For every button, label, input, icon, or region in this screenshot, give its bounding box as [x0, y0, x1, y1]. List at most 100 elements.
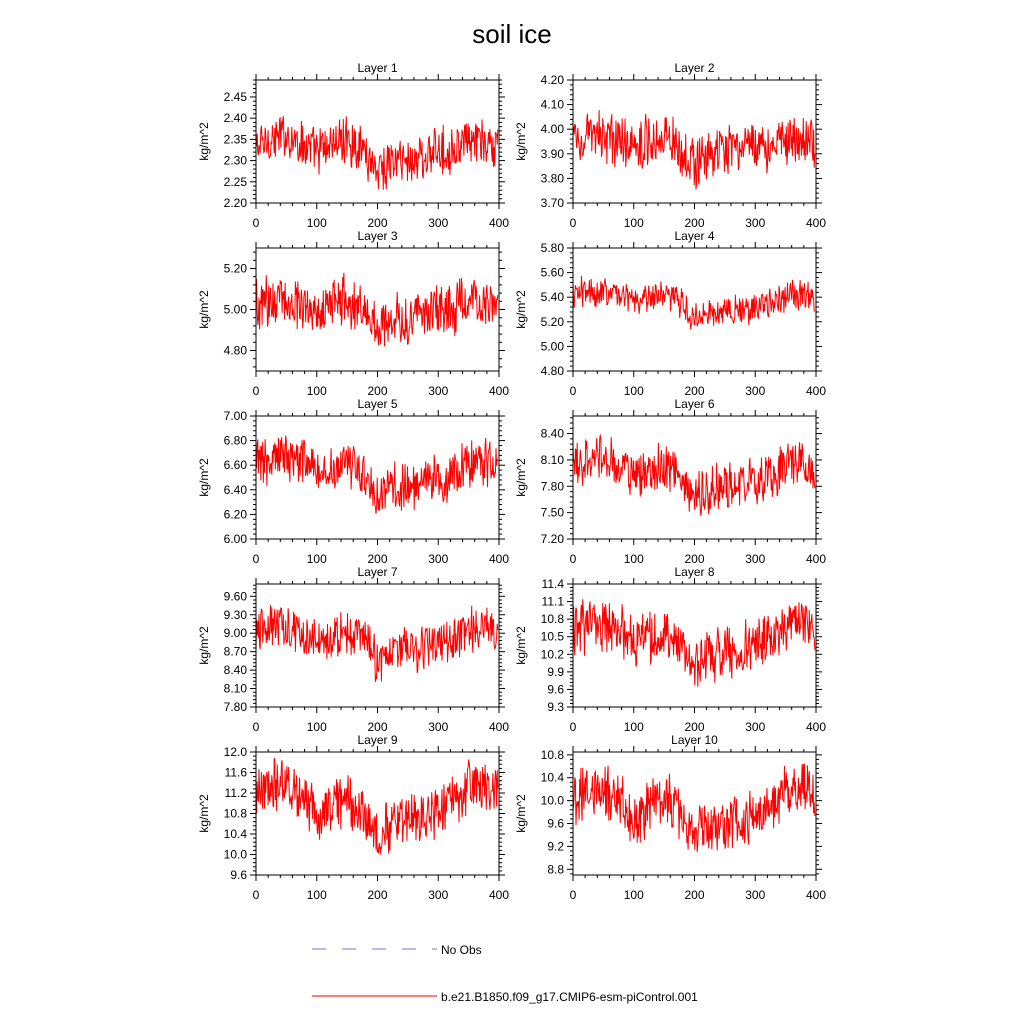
- x-tick-label: 300: [428, 888, 448, 902]
- x-tick-label: 0: [253, 216, 260, 230]
- x-tick-label: 400: [489, 216, 509, 230]
- y-axis-label: kg/m^2: [514, 458, 528, 497]
- y-tick-label: 9.9: [547, 665, 564, 679]
- y-tick-label: 10.2: [541, 647, 565, 661]
- y-tick-label: 7.50: [541, 506, 565, 520]
- legend-label-model: b.e21.B1850.f09_g17.CMIP6-esm-piControl.…: [441, 990, 698, 1004]
- plot-frame: [572, 247, 817, 372]
- series-line: [255, 758, 499, 855]
- x-tick-label: 300: [428, 384, 448, 398]
- panel-title: Layer 5: [357, 397, 397, 411]
- x-tick-label: 300: [745, 552, 765, 566]
- x-tick-label: 300: [428, 216, 448, 230]
- x-tick-label: 100: [624, 552, 644, 566]
- panel-title: Layer 7: [357, 565, 397, 579]
- x-tick-label: 100: [307, 216, 327, 230]
- series-line: [572, 434, 816, 516]
- y-tick-label: 6.80: [224, 434, 248, 448]
- y-tick-label: 2.25: [224, 175, 248, 189]
- y-tick-label: 9.00: [224, 626, 248, 640]
- x-tick-label: 400: [806, 216, 826, 230]
- y-tick-label: 9.30: [224, 608, 248, 622]
- x-tick-label: 100: [307, 888, 327, 902]
- y-tick-label: 6.00: [224, 532, 248, 546]
- series-line: [572, 275, 815, 330]
- x-tick-label: 0: [253, 720, 260, 734]
- y-tick-label: 2.35: [224, 132, 248, 146]
- y-tick-label: 8.10: [224, 682, 248, 696]
- x-tick-label: 100: [624, 384, 644, 398]
- series-line: [255, 604, 499, 682]
- y-tick-label: 10.0: [541, 794, 565, 808]
- x-tick-label: 0: [570, 552, 577, 566]
- y-tick-label: 7.20: [541, 532, 565, 546]
- x-tick-label: 300: [745, 888, 765, 902]
- panel-layer-4: Layer 4 0 100 200 300 400 4.80 5.00 5.20 5.40 5.60…: [514, 229, 826, 398]
- y-tick-label: 11.6: [225, 766, 248, 780]
- y-tick-label: 5.40: [541, 290, 565, 304]
- y-tick-label: 3.90: [541, 147, 565, 161]
- y-axis-label: kg/m^2: [197, 458, 211, 497]
- x-tick-label: 200: [684, 552, 704, 566]
- x-tick-label: 100: [307, 720, 327, 734]
- series-line: [255, 435, 499, 514]
- panels: Layer 10 100 200 300 4002.202.252.302.352.40…: [197, 61, 826, 902]
- y-axis-label: kg/m^2: [197, 122, 211, 161]
- x-tick-label: 0: [253, 888, 260, 902]
- y-tick-label: 10.0: [224, 848, 248, 862]
- x-tick-label: 200: [367, 384, 387, 398]
- y-tick-label: 11.4: [542, 577, 565, 591]
- panel-title: Layer 6: [674, 397, 714, 411]
- x-tick-label: 400: [806, 384, 826, 398]
- y-tick-label: 7.80: [224, 700, 248, 714]
- x-tick-label: 100: [307, 552, 327, 566]
- panel-title: Layer 10: [671, 733, 718, 747]
- x-tick-label: 100: [307, 384, 327, 398]
- panel-layer-5: Layer 5 0 100 200 300 400 6.00 6.20 6.40 6.60 6.80…: [197, 397, 509, 566]
- y-tick-label: 12.0: [224, 745, 248, 759]
- x-tick-label: 300: [745, 384, 765, 398]
- x-tick-label: 300: [745, 720, 765, 734]
- series-line: [572, 599, 816, 687]
- y-tick-label: 7.00: [224, 409, 248, 423]
- y-tick-label: 4.80: [224, 344, 248, 358]
- y-tick-label: 10.4: [541, 771, 565, 785]
- series-line: [255, 272, 499, 347]
- panel-title: Layer 9: [357, 733, 397, 747]
- y-tick-label: 8.40: [224, 663, 248, 677]
- panel-layer-9: Layer 9 0 100 200 300 400 9.6 10.0 10.4 10.8 11.2 1…: [197, 733, 509, 902]
- y-axis-label: kg/m^2: [197, 794, 211, 833]
- y-tick-label: 8.70: [224, 645, 248, 659]
- y-axis-label: kg/m^2: [197, 626, 211, 665]
- x-tick-label: 200: [684, 216, 704, 230]
- x-tick-label: 400: [489, 888, 509, 902]
- panel-title: Layer 4: [674, 229, 714, 243]
- series-line: [572, 109, 816, 190]
- y-tick-label: 5.00: [224, 303, 248, 317]
- y-axis-label: kg/m^2: [197, 290, 211, 329]
- y-tick-label: 2.45: [224, 90, 248, 104]
- x-tick-label: 300: [428, 720, 448, 734]
- legend-label-no-obs: No Obs: [441, 943, 482, 957]
- x-tick-label: 200: [367, 216, 387, 230]
- x-tick-label: 200: [367, 552, 387, 566]
- panel-layer-7: Layer 7 0 100 200 300 400 7.80 8.10 8.40 8.70 9.00…: [197, 565, 509, 734]
- y-tick-label: 5.20: [224, 262, 248, 276]
- x-tick-label: 100: [624, 720, 644, 734]
- panel-layer-3: Layer 3 0 100 200 300 400 4.80 5.00 5.20 kg/m^2: [197, 229, 509, 398]
- y-tick-label: 9.60: [224, 589, 248, 603]
- y-tick-label: 11.1: [542, 595, 565, 609]
- x-tick-label: 300: [428, 552, 448, 566]
- x-tick-label: 400: [806, 552, 826, 566]
- y-tick-label: 2.40: [224, 111, 248, 125]
- panel-title: Layer 8: [674, 565, 714, 579]
- y-tick-label: 5.20: [541, 315, 565, 329]
- y-tick-label: 8.40: [541, 427, 565, 441]
- x-tick-label: 200: [367, 888, 387, 902]
- y-axis-label: kg/m^2: [514, 626, 528, 665]
- y-tick-label: 3.70: [541, 196, 565, 210]
- y-tick-label: 2.20: [224, 196, 248, 210]
- x-tick-label: 300: [745, 216, 765, 230]
- y-tick-label: 9.6: [547, 682, 564, 696]
